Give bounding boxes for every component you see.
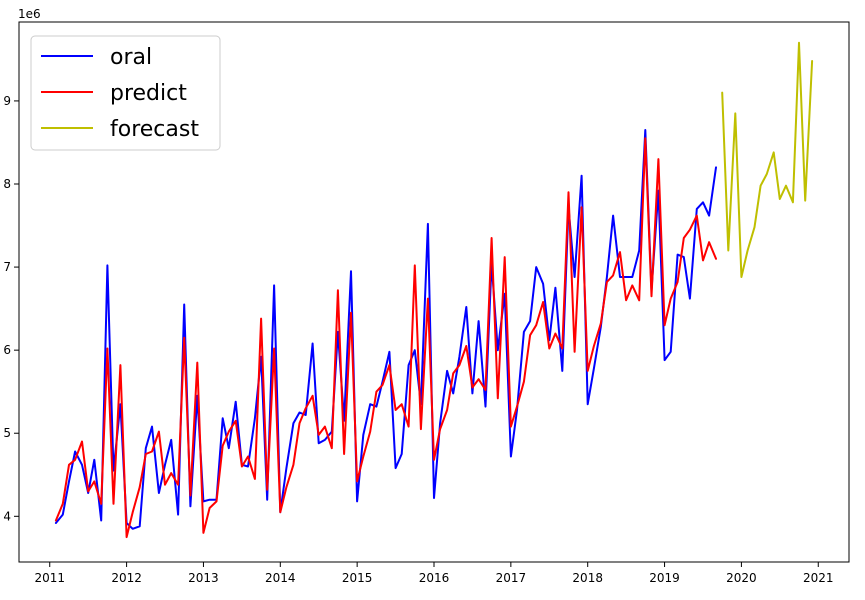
x-tick-label: 2017: [496, 571, 527, 585]
legend-label-predict: predict: [110, 81, 187, 106]
y-axis-offset-label: 1e6: [18, 7, 41, 21]
x-tick-label: 2015: [342, 571, 373, 585]
legend: oral predict forecast: [30, 35, 221, 151]
series-line-forecast: [721, 41, 814, 278]
y-tick-label: 6: [3, 343, 11, 357]
legend-label-forecast: forecast: [110, 117, 199, 142]
plot-area: [18, 21, 850, 563]
y-tick-label: 8: [3, 177, 11, 191]
y-tick-label: 7: [3, 260, 11, 274]
y-axis: 4 5 6 7 8 9: [3, 94, 19, 523]
x-tick-label: 2016: [419, 571, 450, 585]
legend-box: [30, 35, 221, 151]
x-tick-label: 2020: [726, 571, 757, 585]
y-tick-label: 9: [3, 94, 11, 108]
x-tick-label: 2011: [34, 571, 65, 585]
y-tick-label: 4: [3, 509, 11, 523]
x-tick-label: 2021: [803, 571, 834, 585]
x-tick-label: 2018: [572, 571, 603, 585]
legend-label-oral: oral: [110, 45, 152, 70]
x-tick-label: 2012: [111, 571, 142, 585]
x-tick-label: 2013: [188, 571, 219, 585]
series-line-predict: [54, 137, 717, 539]
x-axis: 2011 2012 2013 2014 2015 2016 2017 2018 2019 2020…: [34, 562, 834, 585]
x-tick-label: 2014: [265, 571, 296, 585]
x-tick-label: 2019: [649, 571, 680, 585]
y-tick-label: 5: [3, 426, 11, 440]
